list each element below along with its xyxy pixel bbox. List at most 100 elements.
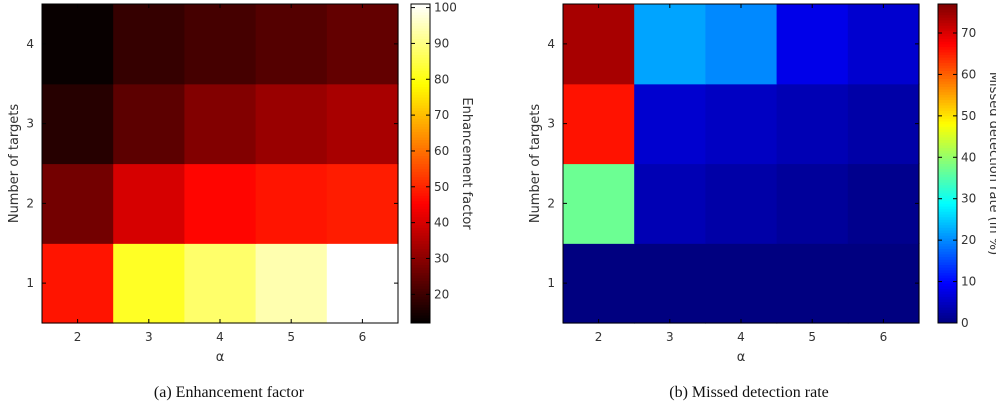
- colorbar-swatch: [411, 221, 430, 226]
- colorbar-swatch: [938, 221, 957, 226]
- colorbar-tick-label: 40: [434, 216, 449, 230]
- heatmap-cell: [184, 163, 257, 244]
- colorbar-swatch: [411, 51, 430, 56]
- colorbar-swatch: [938, 166, 957, 170]
- y-tick-label: 3: [547, 117, 555, 131]
- colorbar-swatch: [938, 81, 957, 85]
- colorbar-swatch: [411, 243, 430, 247]
- colorbar-swatch: [411, 4, 430, 8]
- y-tick-label: 1: [547, 276, 555, 290]
- colorbar-tick-label: 100: [434, 1, 457, 15]
- colorbar-swatch: [411, 235, 430, 239]
- colorbar-swatch: [938, 19, 957, 24]
- heatmap-cell: [847, 163, 920, 244]
- colorbar: 20 30 40 50 60 70 80 90 100 Enhancement factor: [410, 1, 474, 324]
- colorbar-swatch: [938, 256, 957, 260]
- colorbar-swatch: [411, 115, 430, 119]
- colorbar-tick-label: 50: [434, 180, 449, 194]
- colorbar-swatch: [411, 123, 430, 127]
- colorbar-swatch: [411, 307, 430, 311]
- colorbar-tick-label: 20: [961, 233, 976, 247]
- x-axis-label: α: [216, 350, 225, 365]
- colorbar-swatch: [938, 102, 957, 106]
- colorbar-swatch: [938, 275, 957, 279]
- colorbar-swatch: [938, 4, 957, 8]
- colorbar-tick-label: 20: [434, 287, 449, 301]
- colorbar-swatch: [938, 49, 957, 53]
- colorbar-swatch: [411, 62, 430, 66]
- colorbar-swatch: [938, 307, 957, 311]
- colorbar-swatch: [411, 112, 430, 117]
- colorbar-swatch: [938, 320, 957, 324]
- colorbar-swatch: [411, 179, 430, 183]
- colorbar-swatch: [411, 49, 430, 53]
- colorbar-swatch: [938, 293, 957, 297]
- colorbar-swatch: [411, 312, 430, 316]
- colorbar-swatch: [411, 139, 430, 143]
- colorbar-swatch: [411, 299, 430, 303]
- colorbar-swatch: [938, 216, 957, 220]
- colorbar-swatch: [938, 251, 957, 255]
- colorbar-swatch: [938, 25, 957, 29]
- colorbar-swatch: [938, 296, 957, 300]
- colorbar-swatch: [411, 171, 430, 175]
- colorbar-tick-label: 30: [961, 192, 976, 206]
- colorbar-swatch: [411, 97, 430, 101]
- colorbar-swatch: [411, 288, 430, 292]
- heatmap-cell: [847, 83, 920, 165]
- colorbar-swatch: [411, 296, 430, 300]
- colorbar-swatch: [411, 131, 430, 135]
- colorbar-swatch: [411, 136, 430, 141]
- heatmap-cell: [705, 243, 778, 324]
- colorbar-swatch: [411, 78, 430, 82]
- colorbar-swatch: [938, 309, 957, 313]
- colorbar-swatch: [938, 187, 957, 191]
- colorbar-swatch: [411, 17, 430, 21]
- colorbar-tick-label: 10: [961, 275, 976, 289]
- y-tick-label: 4: [547, 37, 555, 51]
- heatmap-cell: [42, 243, 114, 324]
- heatmap-cell: [847, 4, 920, 85]
- colorbar-swatch: [938, 35, 957, 40]
- x-tick-label: 3: [145, 330, 153, 344]
- y-tick-label: 4: [26, 37, 34, 51]
- x-tick-label: 2: [595, 330, 603, 344]
- colorbar-swatch: [411, 163, 430, 167]
- colorbar-swatch: [938, 312, 957, 316]
- colorbar-swatch: [938, 150, 957, 154]
- x-tick-label: 5: [287, 330, 295, 344]
- colorbar-swatch: [938, 107, 957, 111]
- colorbar-swatch: [411, 73, 430, 77]
- heatmap-cell: [42, 163, 114, 244]
- colorbar-swatch: [938, 11, 957, 16]
- colorbar-swatch: [411, 166, 430, 170]
- colorbar-swatch: [938, 283, 957, 287]
- colorbar-swatch: [411, 240, 430, 244]
- chart-b: 2 3 4 5 6 1 2 3 4 α Number of targets 0 10 20 30 40 50 60…: [528, 3, 996, 401]
- colorbar-swatch: [411, 277, 430, 281]
- y-tick-label: 1: [26, 276, 34, 290]
- colorbar-swatch: [411, 152, 430, 157]
- colorbar-swatch: [938, 261, 957, 266]
- colorbar-swatch: [938, 147, 957, 151]
- colorbar-swatch: [411, 30, 430, 34]
- heatmap-cell: [705, 163, 778, 244]
- heatmap-cell: [42, 4, 114, 85]
- colorbar-swatch: [938, 267, 957, 271]
- colorbar-swatch: [938, 227, 957, 231]
- heatmap-cell: [776, 4, 849, 85]
- heatmap-cell: [113, 163, 185, 244]
- heatmap-cell: [326, 243, 399, 324]
- colorbar-swatch: [938, 291, 957, 295]
- heatmap-cell: [705, 83, 778, 165]
- colorbar-swatch: [938, 91, 957, 95]
- colorbar-swatch: [411, 195, 430, 199]
- y-axis-label: Number of targets: [528, 104, 543, 224]
- colorbar-swatch: [938, 86, 957, 90]
- colorbar-swatch: [938, 214, 957, 218]
- colorbar-swatch: [938, 190, 957, 194]
- colorbar-swatch: [411, 11, 430, 16]
- colorbar-swatch: [938, 203, 957, 207]
- heatmap-cell: [563, 4, 635, 85]
- colorbar-swatch: [411, 134, 430, 138]
